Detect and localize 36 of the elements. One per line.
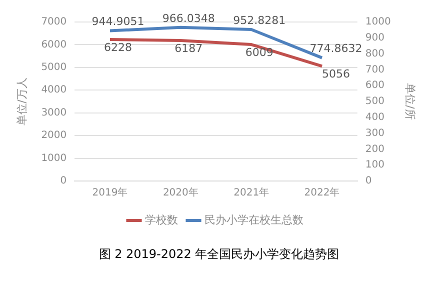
y2-tick-label: 800 bbox=[365, 48, 384, 60]
x-tick-label: 2021年 bbox=[234, 186, 270, 199]
data-label: 966.0348 bbox=[162, 12, 215, 25]
legend-label: 学校数 bbox=[145, 213, 178, 226]
y-tick-label: 6000 bbox=[41, 39, 67, 50]
data-label: 6009 bbox=[245, 46, 274, 59]
caption: 图 2 2019-2022 年全国民办小学变化趋势图 bbox=[98, 246, 340, 263]
y-tick-label: 5000 bbox=[41, 62, 67, 74]
x-tick-label: 2019年 bbox=[92, 186, 128, 199]
y2-tick-label: 1000 bbox=[365, 16, 391, 28]
y2-tick-label: 400 bbox=[365, 112, 384, 123]
y-tick-label: 0 bbox=[60, 176, 67, 187]
data-label: 952.8281 bbox=[233, 14, 286, 27]
x-tick-label: 2020年 bbox=[162, 186, 198, 199]
y2-tick-label: 0 bbox=[365, 176, 372, 187]
y2-tick-label: 300 bbox=[365, 128, 384, 139]
y-tick-label: 1000 bbox=[41, 152, 67, 164]
data-label: 6228 bbox=[104, 40, 132, 54]
y2-axis-title: 单位/所 bbox=[404, 83, 417, 120]
data-label: 5056 bbox=[322, 68, 350, 81]
y-tick-label: 2000 bbox=[41, 130, 67, 142]
y2-tick-label: 500 bbox=[365, 96, 384, 108]
y2-tick-label: 600 bbox=[365, 80, 384, 92]
y-tick-label: 4000 bbox=[41, 84, 67, 96]
y-tick-label: 7000 bbox=[41, 16, 67, 28]
data-label: 6187 bbox=[174, 42, 203, 55]
x-tick-label: 2022年 bbox=[304, 186, 340, 199]
data-label: 774.8632 bbox=[310, 42, 362, 56]
y-axis-title: 单位/万人 bbox=[15, 78, 28, 126]
y-tick-label: 3000 bbox=[41, 107, 67, 118]
y2-tick-label: 100 bbox=[365, 160, 384, 171]
y2-tick-label: 700 bbox=[365, 64, 384, 76]
y2-tick-label: 200 bbox=[365, 144, 384, 155]
legend-label: 民办小学在校生总数 bbox=[204, 213, 304, 226]
data-label: 944.9051 bbox=[92, 15, 144, 28]
y2-tick-label: 900 bbox=[365, 32, 384, 44]
